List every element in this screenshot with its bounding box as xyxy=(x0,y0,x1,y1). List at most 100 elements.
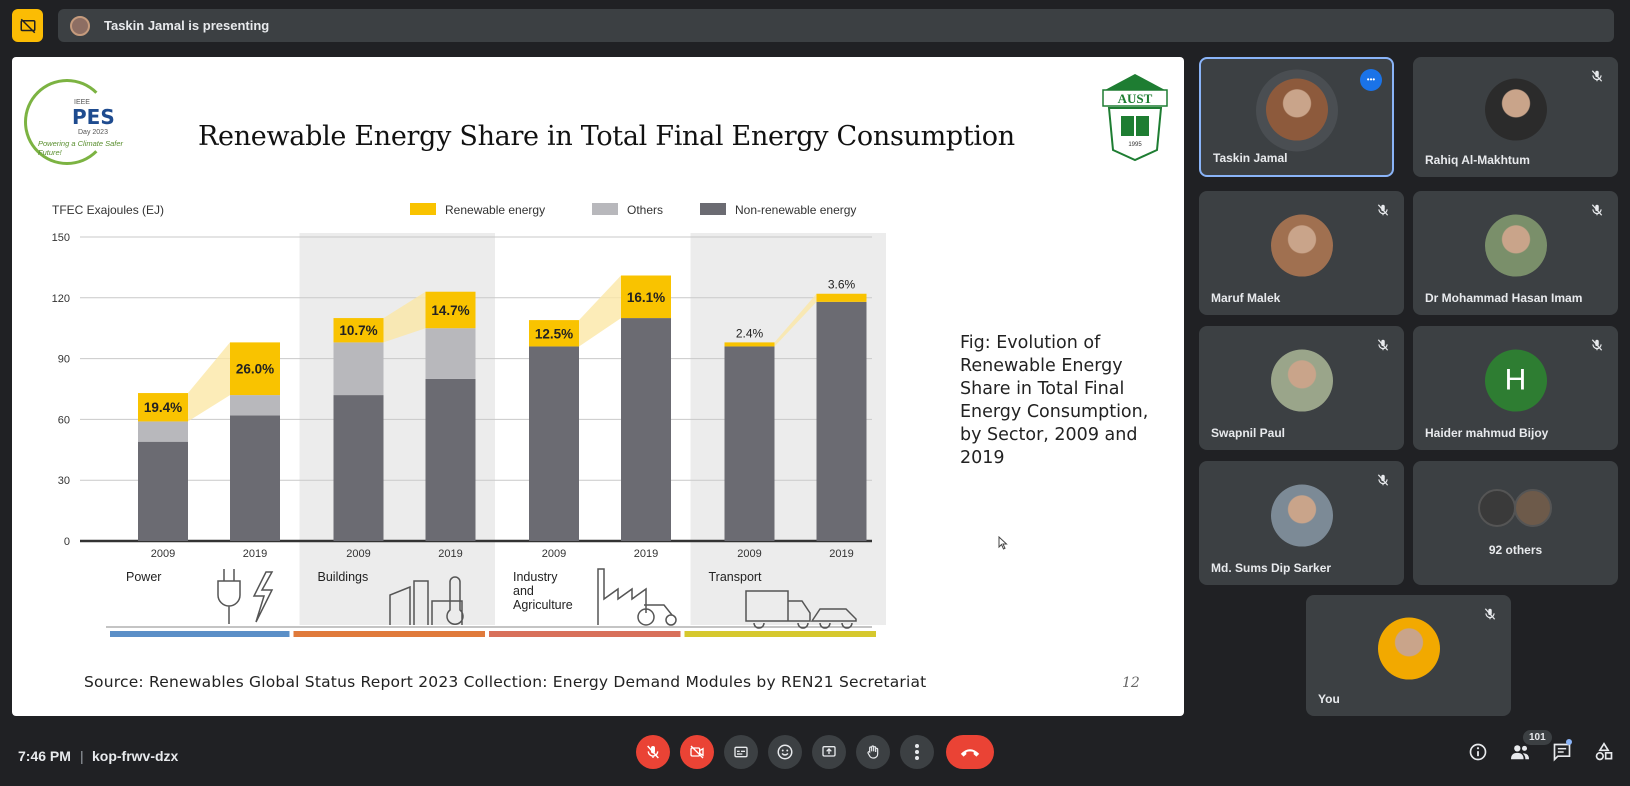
x-tick-label: 2019 xyxy=(438,548,462,560)
lightning-icon xyxy=(252,571,274,623)
participant-name: Dr Mohammad Hasan Imam xyxy=(1425,291,1583,305)
participant-tile[interactable]: Md. Sums Dip Sarker xyxy=(1199,461,1404,585)
sector-color-band xyxy=(489,631,681,637)
y-tick-label: 60 xyxy=(58,414,70,426)
y-tick-label: 120 xyxy=(52,293,70,305)
x-tick-label: 2019 xyxy=(634,548,658,560)
presenting-bar: Taskin Jamal is presenting xyxy=(0,0,1630,50)
share-label: 12.5% xyxy=(535,326,573,341)
present-off-icon xyxy=(20,18,35,33)
bar-renewable xyxy=(425,291,476,329)
hand-icon xyxy=(867,745,879,759)
participant-tile[interactable]: ••• Taskin Jamal xyxy=(1199,57,1394,177)
presenting-banner[interactable]: Taskin Jamal is presenting xyxy=(58,9,1614,42)
tile-options-button[interactable]: ••• xyxy=(1360,69,1382,91)
participant-count-badge: 101 xyxy=(1523,730,1552,745)
mic-toggle-button[interactable] xyxy=(636,735,670,769)
y-tick-label: 150 xyxy=(52,232,70,244)
legend-label: Non-renewable energy xyxy=(735,203,856,217)
camera-toggle-button[interactable] xyxy=(680,735,714,769)
growth-wedge xyxy=(383,291,426,343)
aust-logo: AUST 1995 xyxy=(1102,74,1168,162)
avatar xyxy=(1270,214,1333,277)
bar-others xyxy=(425,328,476,379)
share-label: 14.7% xyxy=(431,303,469,318)
avatar: H xyxy=(1484,349,1547,412)
people-button[interactable] xyxy=(1508,740,1532,764)
meeting-code: kop-frwv-dzx xyxy=(92,748,179,764)
participant-name: Taskin Jamal xyxy=(1213,151,1288,165)
legend-swatch xyxy=(592,203,618,215)
bar-nonrenewable xyxy=(816,301,867,541)
bar-renewable xyxy=(529,320,579,347)
raise-hand-button[interactable] xyxy=(856,735,890,769)
ieee-pes-logo: IEEE PES Day 2023 Powering a Climate Saf… xyxy=(24,79,124,169)
bar-renewable xyxy=(333,318,384,343)
participant-tile[interactable]: 92 others xyxy=(1413,461,1618,585)
energy-share-chart: 0 30 60 90 120 150 TFEC Exajoules (EJ) Renewabl… xyxy=(52,203,886,637)
participant-tile[interactable]: Maruf Malek xyxy=(1199,191,1404,315)
plug-icon xyxy=(217,569,241,624)
svg-text:AUST: AUST xyxy=(1118,91,1153,106)
avatar xyxy=(1478,489,1516,527)
share-label: 10.7% xyxy=(339,323,377,338)
bar-nonrenewable xyxy=(138,441,188,541)
y-tick-label: 90 xyxy=(58,354,70,366)
legend-label: Renewable energy xyxy=(445,203,545,217)
share-label: 26.0% xyxy=(236,362,274,377)
present-now-button[interactable] xyxy=(812,735,846,769)
share-label: 19.4% xyxy=(144,400,182,415)
participant-name: Swapnil Paul xyxy=(1211,426,1286,440)
participant-tile[interactable]: You xyxy=(1306,595,1511,716)
stop-presenting-button[interactable] xyxy=(12,9,43,42)
mic-off-icon xyxy=(1376,203,1390,217)
participant-name: Rahiq Al-Makhtum xyxy=(1425,153,1530,167)
sector-label: Industry xyxy=(513,570,558,584)
participant-name: Haider mahmud Bijoy xyxy=(1425,426,1549,440)
participant-tile[interactable]: Rahiq Al-Makhtum xyxy=(1413,57,1618,177)
mic-off-icon xyxy=(1590,338,1604,352)
participant-tile[interactable]: Swapnil Paul xyxy=(1199,326,1404,450)
participant-name: Md. Sums Dip Sarker xyxy=(1211,561,1332,575)
factory-tractor-icon xyxy=(597,568,677,626)
legend-swatch xyxy=(410,203,436,215)
participant-tile[interactable]: Dr Mohammad Hasan Imam xyxy=(1413,191,1618,315)
share-label: 3.6% xyxy=(828,278,856,292)
share-label: 16.1% xyxy=(627,290,665,305)
figure-caption: Fig: Evolution of Renewable Energy Share… xyxy=(960,333,1149,468)
avatar xyxy=(1270,484,1333,547)
sector-label: Buildings xyxy=(318,570,369,584)
avatar xyxy=(1484,214,1547,277)
slide-title: Renewable Energy Share in Total Final En… xyxy=(198,121,1015,152)
others-count-label: 92 others xyxy=(1488,543,1543,557)
y-tick-label: 30 xyxy=(58,475,70,487)
source-citation: Source: Renewables Global Status Report … xyxy=(84,673,927,691)
chat-icon xyxy=(1553,743,1571,762)
mic-off-icon xyxy=(1376,338,1390,352)
avatar xyxy=(1377,617,1440,680)
bar-nonrenewable xyxy=(621,318,671,541)
more-options-button[interactable] xyxy=(900,735,934,769)
sector-label: Transport xyxy=(709,570,763,584)
mic-off-icon xyxy=(1376,473,1390,487)
activities-icon xyxy=(1595,742,1613,761)
buildings-icon xyxy=(389,576,464,625)
captions-button[interactable] xyxy=(724,735,758,769)
bar-nonrenewable xyxy=(230,415,280,541)
reactions-button[interactable] xyxy=(768,735,802,769)
meeting-details-button[interactable] xyxy=(1466,740,1490,764)
camera-off-icon xyxy=(690,745,704,759)
avatar xyxy=(1514,489,1552,527)
bar-renewable xyxy=(724,342,775,347)
separator: | xyxy=(80,748,84,764)
participant-tile[interactable]: H Haider mahmud Bijoy xyxy=(1413,326,1618,450)
avatar xyxy=(1484,78,1547,141)
bar-others xyxy=(333,342,384,396)
x-tick-label: 2019 xyxy=(829,548,853,560)
bar-nonrenewable xyxy=(724,346,775,541)
leave-call-button[interactable] xyxy=(946,735,994,769)
emoji-icon xyxy=(777,744,793,760)
activities-button[interactable] xyxy=(1592,740,1616,764)
clock: 7:46 PM xyxy=(18,748,71,764)
avatar xyxy=(1270,349,1333,412)
